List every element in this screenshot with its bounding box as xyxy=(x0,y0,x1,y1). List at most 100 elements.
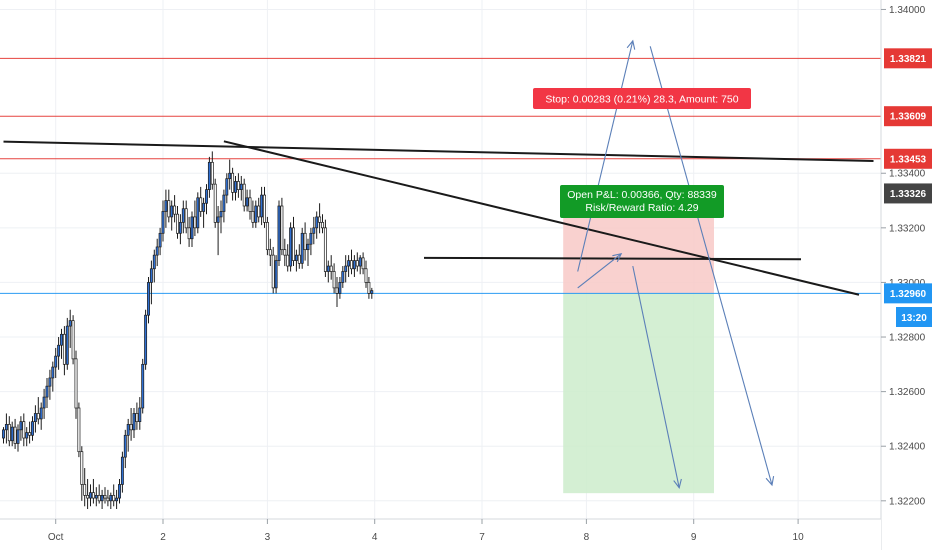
candle-body xyxy=(323,227,327,272)
candle-body xyxy=(297,254,301,264)
candle-body xyxy=(94,495,98,499)
price-tick-label: 1.33200 xyxy=(889,223,926,234)
candle-body xyxy=(25,432,29,439)
candle-body xyxy=(239,183,243,190)
candle-body xyxy=(31,421,34,436)
candle-body xyxy=(16,429,20,444)
candle-body xyxy=(222,194,226,212)
candle-body xyxy=(13,426,17,444)
price-tag-label: 1.33821 xyxy=(890,54,927,65)
candle-body xyxy=(33,413,37,422)
candle-body xyxy=(309,232,313,245)
candle-body xyxy=(219,211,223,218)
price-tick-label: 1.32600 xyxy=(889,387,926,398)
candle-body xyxy=(358,257,362,267)
projection-arrows[interactable] xyxy=(577,39,775,489)
price-tag-label: 1.33609 xyxy=(890,112,927,123)
time-tick-label: 9 xyxy=(691,532,697,543)
candle-body xyxy=(225,178,229,196)
candle-body xyxy=(187,227,191,240)
time-tick-label: 7 xyxy=(479,532,485,543)
candle-body xyxy=(292,227,295,261)
candle-body xyxy=(184,208,188,229)
candle-body xyxy=(329,265,333,272)
price-tick-label: 1.34000 xyxy=(889,5,926,16)
candle-body xyxy=(91,492,95,499)
candle-body xyxy=(294,254,298,261)
candle-body xyxy=(51,366,55,379)
price-axis-tags: 1.33821 1.33609 1.33453 1.33326 1.32960 xyxy=(884,48,932,304)
stop-label-text: Stop: 0.00283 (0.21%) 28.3, Amount: 750 xyxy=(545,94,738,106)
candle-body xyxy=(321,222,324,229)
stop-label-background xyxy=(533,88,751,109)
candle-body xyxy=(86,495,90,499)
candle-body xyxy=(106,497,110,502)
candle-body xyxy=(164,200,168,212)
candle-body xyxy=(236,181,240,190)
candle-body xyxy=(355,260,359,267)
candle-body xyxy=(65,325,69,365)
candle-body xyxy=(149,268,153,283)
candle-body xyxy=(196,197,200,229)
candle-body xyxy=(22,421,26,439)
candle-body xyxy=(170,205,174,218)
candle-body xyxy=(118,484,121,499)
candle-body xyxy=(347,260,351,267)
pnl-label-line2: Risk/Reward Ratio: 4.29 xyxy=(585,202,698,214)
time-axis-panel[interactable] xyxy=(0,519,881,550)
candle-body xyxy=(115,497,119,502)
candle-body xyxy=(280,205,284,251)
trend-line xyxy=(223,140,860,296)
time-tick-label: 8 xyxy=(584,532,590,543)
candle-body xyxy=(152,254,156,270)
candle-body xyxy=(234,181,237,193)
stop-label[interactable]: Stop: 0.00283 (0.21%) 28.3, Amount: 750 xyxy=(533,88,751,109)
candle-body xyxy=(207,161,211,190)
candle-body xyxy=(7,424,11,442)
candle-body xyxy=(260,194,264,218)
candle-body xyxy=(62,333,66,365)
candle-body xyxy=(176,213,179,234)
candle-body xyxy=(190,216,194,240)
candle-body xyxy=(132,413,136,431)
candle-body xyxy=(83,484,87,496)
arrow-shaft xyxy=(632,265,680,488)
price-tick-label: 1.32200 xyxy=(889,496,926,507)
trend-line xyxy=(423,256,802,261)
candle-body xyxy=(367,282,371,294)
candle-body xyxy=(167,200,171,218)
price-tag-background xyxy=(884,106,932,127)
position-zones xyxy=(563,216,714,494)
candle-body xyxy=(268,249,272,256)
pnl-label[interactable]: Open P&L: 0.00366, Qty: 88339 Risk/Rewar… xyxy=(560,185,724,218)
candle-body xyxy=(341,271,345,283)
candle-body xyxy=(141,363,145,409)
candle-body xyxy=(80,451,84,485)
price-tag-background xyxy=(884,48,932,69)
candle-body xyxy=(144,314,148,365)
candle-body xyxy=(344,265,348,272)
price-tick-label: 1.32400 xyxy=(889,442,926,453)
price-axis-panel[interactable] xyxy=(881,0,932,519)
candle-body xyxy=(350,260,353,270)
candle-body xyxy=(370,290,374,294)
price-tag-label: 1.33453 xyxy=(890,154,927,165)
arrow-head xyxy=(612,252,623,263)
price-tick-label: 1.33400 xyxy=(889,169,926,180)
arrow-shaft xyxy=(577,253,622,289)
candle-body xyxy=(283,249,287,256)
trend-lines[interactable] xyxy=(3,140,874,296)
time-label-tag: 13:20 xyxy=(896,307,932,327)
pnl-label-background xyxy=(560,185,724,218)
candle-body xyxy=(199,197,203,212)
arrow-head xyxy=(626,39,636,50)
candle-body xyxy=(19,421,23,431)
candle-body xyxy=(158,232,162,248)
candle-body xyxy=(10,426,14,442)
candle-body xyxy=(352,260,356,270)
candle-body xyxy=(265,222,269,251)
candle-body xyxy=(89,492,92,499)
candle-body xyxy=(109,495,113,502)
candle-body xyxy=(28,432,32,436)
